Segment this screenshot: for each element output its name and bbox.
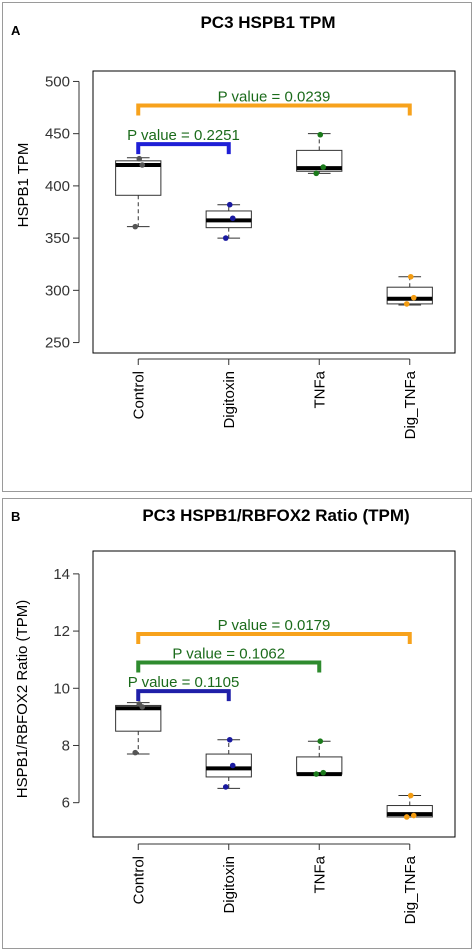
chart-b-y-tick-label: 12 xyxy=(53,623,70,640)
chart-b: B PC3 HSPB1/RBFOX2 Ratio (TPM) HSPB1/RBF… xyxy=(11,506,456,924)
chart-b-data-point xyxy=(320,769,327,776)
chart-a-box xyxy=(386,286,433,305)
chart-b-data-point xyxy=(410,812,417,819)
chart-b-data-point xyxy=(229,762,236,769)
chart-b-comparison-bracket xyxy=(136,660,322,673)
chart-b-plot-frame xyxy=(92,550,456,838)
chart-b-data-point xyxy=(136,701,143,707)
chart-a-x-tick-label: TNFa xyxy=(311,370,328,408)
chart-b-data-point xyxy=(226,736,233,743)
panel-b: B PC3 HSPB1/RBFOX2 Ratio (TPM) HSPB1/RBF… xyxy=(2,498,472,949)
chart-a-y-tick-label: 500 xyxy=(45,73,70,90)
chart-a-data-point xyxy=(410,294,417,301)
chart-a-comparison-label: P value = 0.0239 xyxy=(218,88,331,105)
chart-a-data-point xyxy=(317,131,324,138)
chart-a-data-point xyxy=(226,201,233,208)
chart-a-y-tick-label: 400 xyxy=(45,178,70,195)
chart-b-data-point xyxy=(407,792,414,799)
chart-b-x-tick-label: Digitoxin xyxy=(221,856,238,914)
chart-a-comparison-bracket xyxy=(136,142,231,155)
chart-b-ylabel: HSPB1/RBFOX2 Ratio (TPM) xyxy=(14,600,31,798)
chart-b-comparison-bracket xyxy=(136,689,231,702)
chart-a-data-point xyxy=(403,301,410,307)
chart-a-data-point xyxy=(313,170,320,177)
chart-b-box xyxy=(386,805,433,818)
chart-a-y-tick-label: 350 xyxy=(45,230,70,247)
chart-a-x-tick-label: Digitoxin xyxy=(221,371,238,429)
chart-b-box xyxy=(205,753,252,778)
chart-b-y-tick-label: 8 xyxy=(62,737,70,754)
chart-a-data-point xyxy=(229,215,236,222)
chart-a-data-point xyxy=(222,235,229,241)
chart-b-box xyxy=(296,756,343,775)
chart-a-comparison-label: P value = 0.2251 xyxy=(127,127,240,144)
chart-b-y-tick-label: 14 xyxy=(53,566,70,583)
panel-letter-a: A xyxy=(11,23,21,38)
chart-a-data-point xyxy=(136,155,143,162)
chart-b-x-tick-label: Dig_TNFa xyxy=(402,855,419,924)
chart-a-box xyxy=(296,149,343,172)
chart-a-data-point xyxy=(132,223,139,230)
chart-b-data-point xyxy=(317,738,324,744)
chart-b-comparison-label: P value = 0.0179 xyxy=(218,617,331,634)
panel-letter-b: B xyxy=(11,509,20,524)
chart-a-data-point xyxy=(139,162,146,168)
chart-a-title: PC3 HSPB1 TPM xyxy=(200,13,335,32)
chart-b-data-point xyxy=(403,814,410,820)
panel-a: A PC3 HSPB1 TPM HSPB1 TPM 250 300 350 400 45… xyxy=(2,2,472,492)
chart-b-x-tick-label: Control xyxy=(130,856,147,904)
chart-b-x-tick-label: TNFa xyxy=(311,855,328,893)
chart-a-y-tick-label: 450 xyxy=(45,126,70,143)
chart-a-y-tick-label: 250 xyxy=(45,335,70,352)
chart-a: A PC3 HSPB1 TPM HSPB1 TPM 250 300 350 400 45… xyxy=(11,13,456,439)
chart-a-x-tick-label: Dig_TNFa xyxy=(402,370,419,439)
chart-a-comparison-bracket xyxy=(136,103,412,116)
chart-a-data-point xyxy=(407,273,414,280)
chart-b-y-tick-label: 10 xyxy=(53,680,70,697)
chart-a-ylabel: HSPB1 TPM xyxy=(15,143,32,228)
chart-a-x-tick-label: Control xyxy=(130,371,147,419)
chart-b-data-point xyxy=(313,771,320,777)
chart-b-data-point xyxy=(132,749,139,756)
chart-a-data-point xyxy=(320,164,327,170)
chart-b-comparison-label: P value = 0.1105 xyxy=(128,674,240,691)
chart-b-title: PC3 HSPB1/RBFOX2 Ratio (TPM) xyxy=(142,506,409,525)
chart-b-comparison-label: P value = 0.1062 xyxy=(172,646,285,663)
chart-b-data-point xyxy=(222,784,229,790)
chart-a-plot-frame xyxy=(92,70,456,354)
chart-a-y-tick-label: 300 xyxy=(45,282,70,299)
chart-b-y-tick-label: 6 xyxy=(62,795,70,812)
chart-b-comparison-bracket xyxy=(136,631,412,644)
